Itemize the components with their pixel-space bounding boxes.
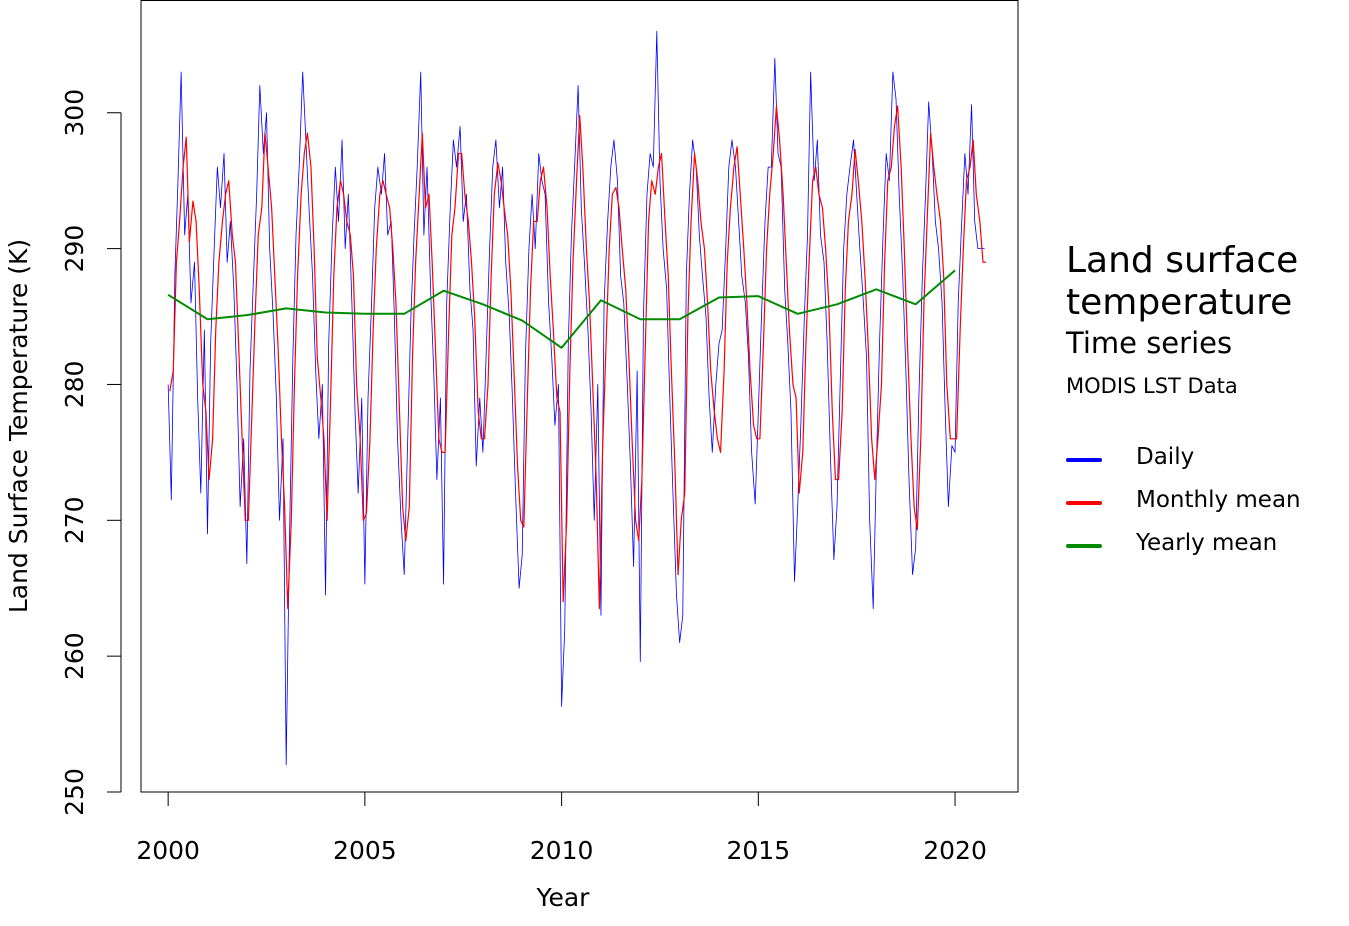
x-tick-label: 2000 — [136, 836, 200, 865]
legend-items: Daily Monthly mean Yearly mean — [1066, 442, 1349, 571]
y-tick-label: 280 — [60, 361, 89, 409]
x-tick-label: 2010 — [530, 836, 594, 865]
legend-swatch — [1066, 458, 1102, 462]
series-line — [169, 105, 987, 610]
y-axis-title: Land Surface Temperature (K) — [4, 239, 33, 613]
y-tick-label: 300 — [60, 89, 89, 137]
y-tick-label: 270 — [60, 496, 89, 544]
chart: Year Land Surface Temperature (K) 2000 20… — [4, 0, 1019, 912]
x-tick-label: 2005 — [333, 836, 397, 865]
series-line — [167, 30, 985, 766]
legend-item: Daily — [1066, 442, 1349, 485]
x-tick-label: 2015 — [727, 836, 791, 865]
legend-swatch — [1066, 501, 1102, 505]
legend-subtitle: Time series — [1066, 326, 1233, 360]
legend: Land surface temperature Time series MOD… — [1066, 240, 1349, 571]
legend-item: Monthly mean — [1066, 485, 1349, 528]
legend-swatch — [1066, 544, 1102, 548]
y-tick-label: 260 — [60, 632, 89, 680]
legend-item: Yearly mean — [1066, 528, 1349, 571]
legend-label: Daily — [1136, 444, 1195, 470]
legend-note: MODIS LST Data — [1066, 374, 1238, 398]
legend-title: Land surface temperature — [1066, 240, 1299, 323]
legend-label: Yearly mean — [1136, 530, 1278, 556]
y-tick-label: 290 — [60, 225, 89, 273]
x-tick-label: 2020 — [923, 836, 987, 865]
series-line — [167, 269, 956, 349]
y-tick-label: 250 — [60, 768, 89, 816]
x-axis-title: Year — [536, 883, 591, 912]
legend-label: Monthly mean — [1136, 487, 1301, 513]
